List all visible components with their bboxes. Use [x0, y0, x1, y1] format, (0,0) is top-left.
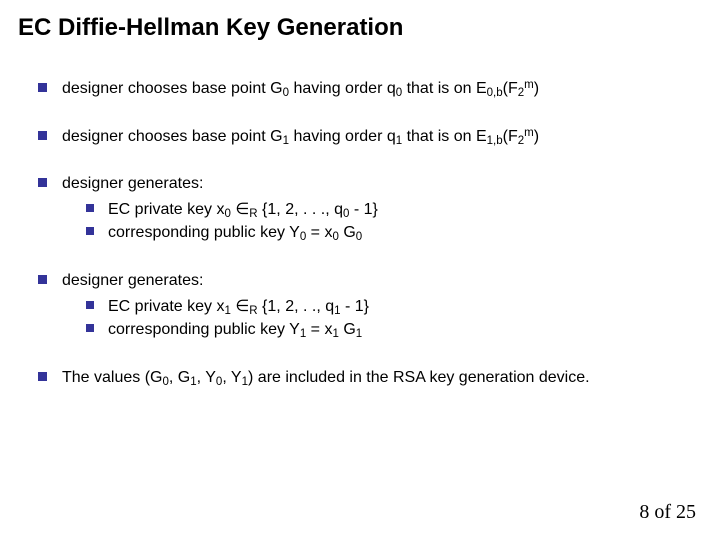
bullet-list: designer chooses base point G0 having or…: [36, 78, 690, 388]
list-item: designer chooses base point G0 having or…: [36, 78, 690, 100]
list-item-text: designer chooses base point G1 having or…: [62, 128, 539, 145]
sub-list-item-text: EC private key x1 ∈R {1, 2, . ., q1 - 1}: [108, 298, 369, 315]
sub-list-item: EC private key x1 ∈R {1, 2, . ., q1 - 1}: [86, 296, 690, 318]
list-item: The values (G0, G1, Y0, Y1) are included…: [36, 367, 690, 389]
sub-list-item: EC private key x0 ∈R {1, 2, . . ., q0 - …: [86, 199, 690, 221]
list-item-text: designer generates:: [62, 175, 203, 192]
list-item: designer generates: EC private key x1 ∈R …: [36, 270, 690, 341]
sub-list-item: corresponding public key Y1 = x1 G1: [86, 319, 690, 341]
list-item-text: The values (G0, G1, Y0, Y1) are included…: [62, 369, 590, 386]
slide-title: EC Diffie-Hellman Key Generation: [18, 14, 403, 42]
list-item-text: designer generates:: [62, 272, 203, 289]
list-item: designer generates: EC private key x0 ∈R …: [36, 173, 690, 244]
sub-list: EC private key x0 ∈R {1, 2, . . ., q0 - …: [86, 199, 690, 244]
sub-list-item: corresponding public key Y0 = x0 G0: [86, 222, 690, 244]
slide: EC Diffie-Hellman Key Generation designe…: [0, 0, 720, 540]
sub-list-item-text: corresponding public key Y0 = x0 G0: [108, 224, 362, 241]
sub-list: EC private key x1 ∈R {1, 2, . ., q1 - 1}…: [86, 296, 690, 341]
list-item: designer chooses base point G1 having or…: [36, 126, 690, 148]
list-item-text: designer chooses base point G0 having or…: [62, 80, 539, 97]
sub-list-item-text: EC private key x0 ∈R {1, 2, . . ., q0 - …: [108, 201, 378, 218]
slide-content: designer chooses base point G0 having or…: [36, 78, 690, 414]
page-number: 8 of 25: [639, 501, 696, 524]
sub-list-item-text: corresponding public key Y1 = x1 G1: [108, 321, 362, 338]
